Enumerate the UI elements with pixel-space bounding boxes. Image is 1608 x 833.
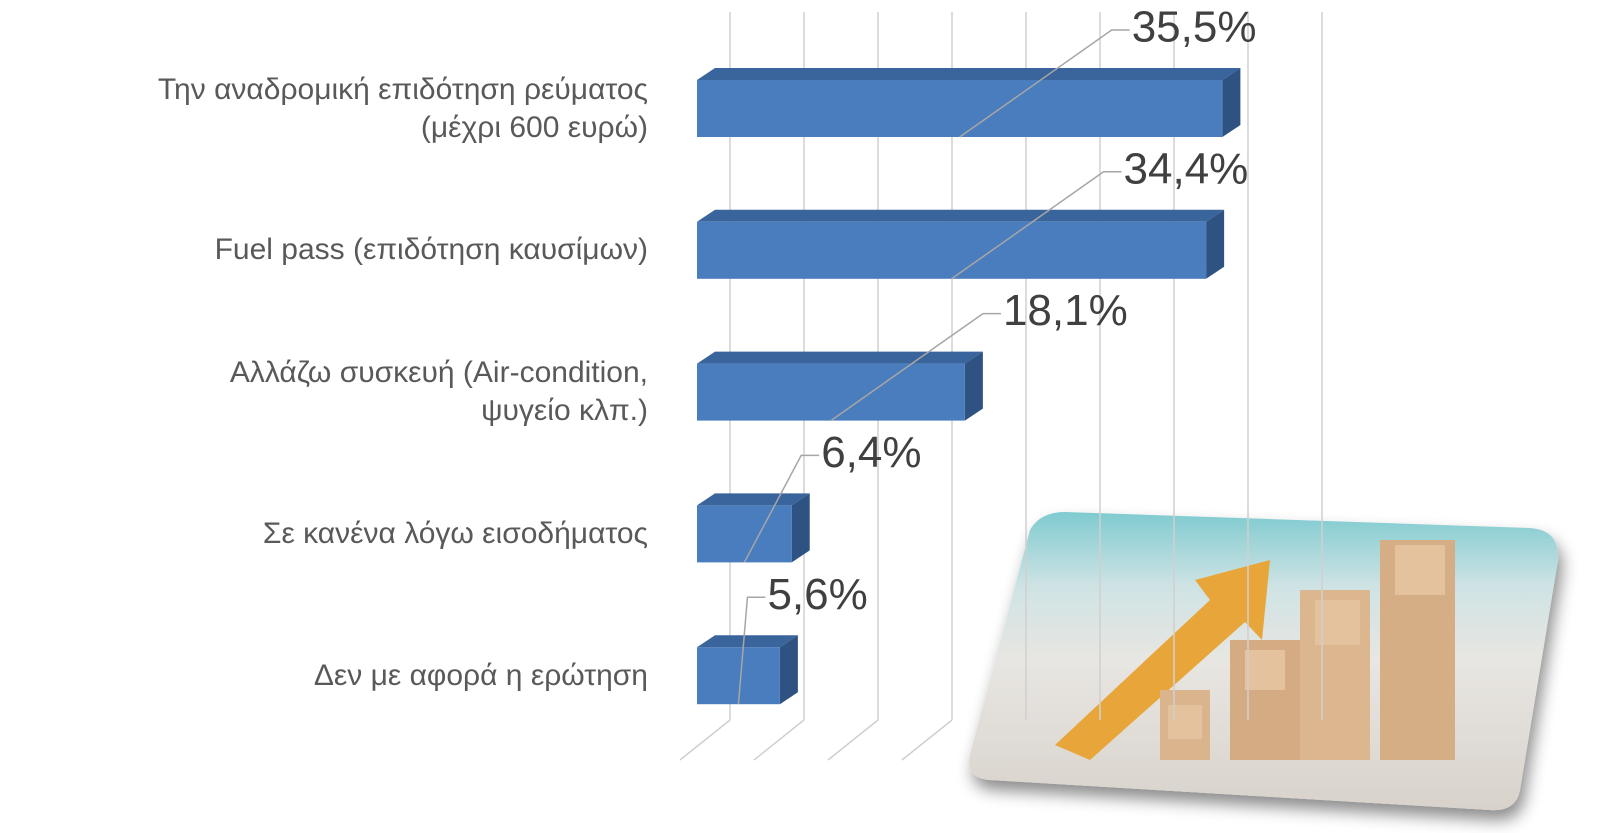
- bar-front: [697, 221, 1207, 279]
- bar-side: [964, 351, 983, 421]
- leader-line: [951, 171, 1122, 280]
- bar-top: [697, 351, 983, 364]
- leader-line: [743, 454, 820, 563]
- bar-side: [791, 493, 810, 563]
- photo: [969, 512, 1559, 811]
- floor-line: [753, 719, 805, 761]
- bar-front: [697, 647, 780, 705]
- leader-line: [737, 596, 766, 705]
- bar-side: [779, 635, 798, 705]
- category-label: Fuel pass (επιδότηση καυσίμων): [214, 233, 648, 267]
- bar-front: [697, 363, 965, 421]
- value-label: 34,4%: [1124, 144, 1249, 193]
- bar-top: [697, 209, 1225, 222]
- value-label: 6,4%: [821, 428, 921, 477]
- category-label: Αλλάζω συσκευή (Air-condition, ψυγείο κλ…: [229, 356, 648, 428]
- value-label: 5,6%: [767, 570, 867, 619]
- category-label: Την αναδρομική επιδότηση ρεύματος (μέχρι…: [157, 72, 648, 144]
- bar: [697, 68, 1241, 137]
- floor-line: [827, 719, 879, 761]
- bar: [697, 351, 983, 421]
- bar-side: [1222, 68, 1241, 137]
- bar: [697, 493, 810, 563]
- bar: [697, 209, 1225, 279]
- bar-top: [697, 493, 810, 506]
- value-label: 35,5%: [1132, 3, 1257, 52]
- value-label: 18,1%: [1003, 286, 1128, 335]
- bar-side: [1206, 209, 1225, 279]
- floor-line: [901, 719, 953, 761]
- bar-top: [697, 68, 1241, 80]
- bar-front: [697, 80, 1223, 137]
- bar-top: [697, 635, 798, 648]
- leader-line: [830, 312, 1001, 422]
- category-label: Δεν με αφορά η ερώτηση: [313, 658, 648, 692]
- category-label: Σε κανένα λόγω εισοδήματος: [262, 516, 648, 550]
- bar: [697, 635, 798, 705]
- bar-front: [697, 505, 792, 563]
- floor-line: [679, 719, 731, 761]
- leader-line: [959, 29, 1130, 138]
